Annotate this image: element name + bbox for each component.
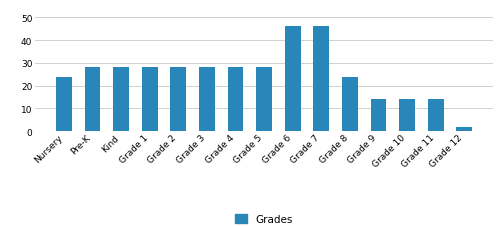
- Bar: [171, 68, 186, 132]
- Bar: [85, 68, 100, 132]
- Bar: [142, 68, 157, 132]
- Bar: [456, 127, 472, 132]
- Legend: Grades: Grades: [235, 214, 293, 224]
- Bar: [56, 77, 72, 132]
- Bar: [428, 100, 444, 132]
- Bar: [228, 68, 243, 132]
- Bar: [199, 68, 215, 132]
- Bar: [285, 27, 300, 132]
- Bar: [256, 68, 272, 132]
- Bar: [313, 27, 329, 132]
- Bar: [113, 68, 129, 132]
- Bar: [371, 100, 386, 132]
- Bar: [342, 77, 358, 132]
- Bar: [399, 100, 415, 132]
